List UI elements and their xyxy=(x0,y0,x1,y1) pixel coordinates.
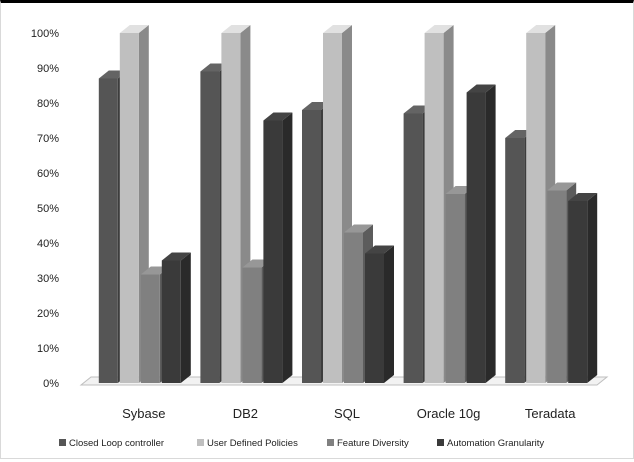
legend-label: Closed Loop controller xyxy=(69,438,164,449)
bar-top xyxy=(568,193,598,201)
bar-front xyxy=(119,33,139,383)
bar-front xyxy=(547,190,567,383)
bar xyxy=(263,112,293,383)
bar-top xyxy=(466,84,496,93)
y-tick-label: 40% xyxy=(37,238,59,250)
y-tick-label: 50% xyxy=(37,203,59,215)
x-category-label: DB2 xyxy=(233,406,258,421)
y-tick-label: 60% xyxy=(37,168,59,180)
y-tick-label: 20% xyxy=(37,308,59,320)
bar-front xyxy=(424,33,444,383)
y-axis-ticks: 0% 10% 20% 30% 40% 50% 60% 70% 80% 90% 100% xyxy=(31,28,59,390)
bar-front xyxy=(140,274,160,383)
y-tick-label: 0% xyxy=(43,378,59,390)
legend-item: Automation Granularity xyxy=(437,438,544,449)
bar xyxy=(365,245,394,383)
y-tick-label: 70% xyxy=(37,133,59,145)
y-tick-label: 100% xyxy=(31,28,59,40)
bar-front xyxy=(445,194,465,383)
y-tick-label: 30% xyxy=(37,273,59,285)
y-tick-label: 10% xyxy=(37,343,59,355)
bar xyxy=(466,84,496,383)
bar xyxy=(568,193,598,383)
legend-swatch xyxy=(59,439,66,446)
bar-front xyxy=(242,267,262,383)
bar-side xyxy=(384,245,394,383)
bar-side xyxy=(587,193,598,383)
legend-swatch xyxy=(437,439,444,446)
bar-top xyxy=(323,25,352,33)
bar-front xyxy=(302,110,321,383)
x-category-label: Oracle 10g xyxy=(417,406,481,421)
bar-front xyxy=(263,120,283,383)
bar-front xyxy=(200,71,220,383)
x-axis-categories: Sybase DB2 SQL Oracle 10g Teradata xyxy=(122,406,576,421)
bar-front xyxy=(568,201,588,383)
bar-side xyxy=(485,84,496,383)
bar-top xyxy=(119,25,149,33)
bar-top xyxy=(547,182,577,191)
legend-swatch xyxy=(327,439,334,446)
bar-side xyxy=(282,112,293,383)
bar-front xyxy=(323,33,342,383)
bar-side xyxy=(180,252,191,383)
bar-top xyxy=(344,224,373,233)
bar-top xyxy=(161,252,191,261)
y-tick-label: 90% xyxy=(37,63,59,75)
y-tick-label: 80% xyxy=(37,98,59,110)
bar-top xyxy=(365,245,394,254)
bar-top xyxy=(424,25,454,33)
legend-item: Feature Diversity xyxy=(327,438,409,449)
legend: Closed Loop controller User Defined Polic… xyxy=(59,438,544,449)
legend-swatch xyxy=(197,439,204,446)
bar-top xyxy=(526,25,556,33)
legend-label: User Defined Policies xyxy=(207,438,298,449)
bar-front xyxy=(98,78,118,383)
bar-top xyxy=(263,112,293,121)
bar-front xyxy=(161,260,181,383)
bar xyxy=(161,252,191,383)
bar-top xyxy=(221,25,251,33)
bar-front xyxy=(505,138,525,383)
bar-front xyxy=(466,92,486,383)
bar-front xyxy=(403,113,423,383)
bar-front xyxy=(365,253,384,383)
bar-front xyxy=(221,33,241,383)
bar-front xyxy=(344,232,363,383)
bars-group xyxy=(98,25,598,383)
legend-label: Automation Granularity xyxy=(447,438,544,449)
legend-item: Closed Loop controller xyxy=(59,438,164,449)
x-category-label: SQL xyxy=(334,406,360,421)
legend-label: Feature Diversity xyxy=(337,438,409,449)
bar-front xyxy=(526,33,546,383)
legend-item: User Defined Policies xyxy=(197,438,298,449)
x-category-label: Teradata xyxy=(525,406,576,421)
bar-chart: 0% 10% 20% 30% 40% 50% 60% 70% 80% 90% 100% Sybase… xyxy=(31,25,609,449)
x-category-label: Sybase xyxy=(122,406,165,421)
